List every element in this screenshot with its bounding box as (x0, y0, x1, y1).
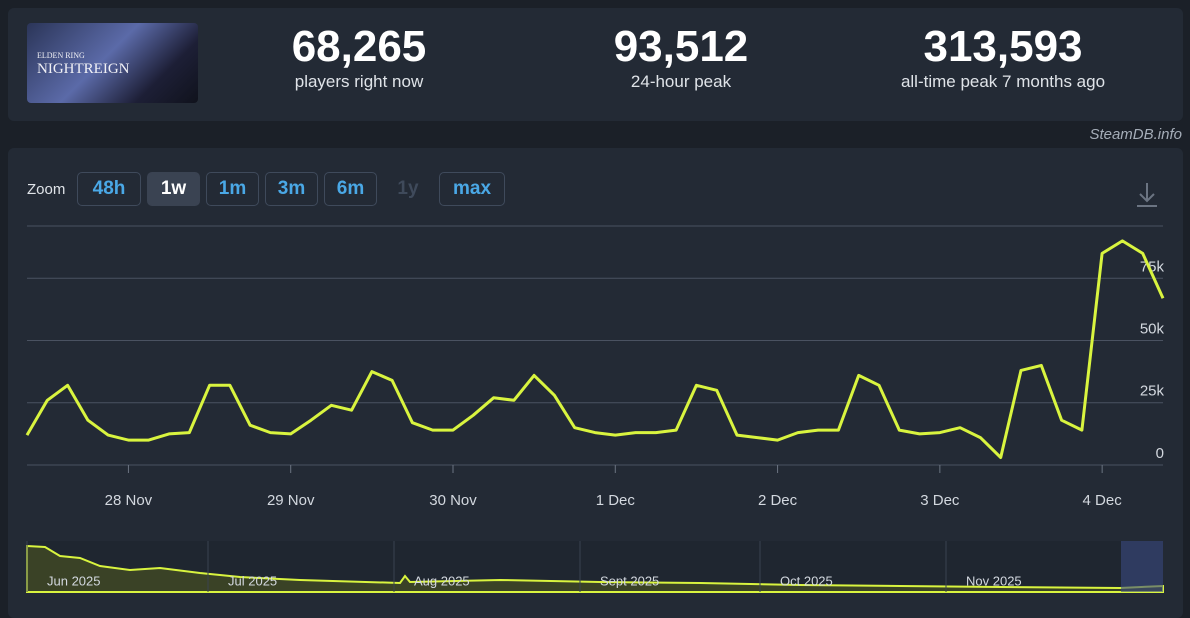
x-tick-label: 1 Dec (596, 492, 636, 509)
x-tick-label: 3 Dec (920, 492, 960, 509)
art-text: ELDEN RING (37, 51, 85, 60)
zoom-label: Zoom (27, 181, 66, 198)
art-text: NIGHTREIGN (37, 61, 130, 77)
stat-label: 24-hour peak (630, 72, 732, 91)
zoom-button[interactable]: 6m (324, 172, 377, 206)
download-icon[interactable] (1137, 183, 1157, 207)
stat-label: players right now (294, 72, 424, 91)
series-line (25, 239, 1165, 459)
zoom-button[interactable]: 48h (77, 172, 141, 206)
y-tick-label: 0 (1156, 445, 1164, 462)
zoom-button: 1y (397, 178, 419, 199)
game-art[interactable]: ELDEN RING NIGHTREIGN (27, 23, 198, 103)
watermark[interactable]: SteamDB.info (1089, 126, 1182, 143)
stat-value: 93,512 (613, 22, 749, 71)
navigator-label: Jun 2025 (47, 573, 101, 588)
x-tick-label: 28 Nov (105, 492, 153, 509)
zoom-button[interactable]: 1m (206, 172, 259, 206)
y-tick-label: 50k (1140, 320, 1165, 337)
navigator-label: Jul 2025 (228, 573, 277, 588)
navigator-label: Nov 2025 (966, 573, 1022, 588)
stats-panel (8, 8, 1183, 121)
y-tick-label: 25k (1140, 383, 1165, 400)
stat-value: 313,593 (923, 22, 1083, 71)
stat-value: 68,265 (291, 22, 427, 71)
stat: 68,265 players right now (209, 22, 509, 92)
x-tick-label: 30 Nov (429, 492, 477, 509)
zoom-button[interactable]: max (439, 172, 505, 206)
zoom-button[interactable]: 1w (147, 172, 200, 206)
zoom-button[interactable]: 3m (265, 172, 318, 206)
navigator-label: Oct 2025 (780, 573, 833, 588)
x-tick-label: 4 Dec (1083, 492, 1123, 509)
stat-label: all-time peak 7 months ago (900, 72, 1106, 91)
stat: 313,593 all-time peak 7 months ago (853, 22, 1153, 92)
stat: 93,512 24-hour peak (531, 22, 831, 92)
navigator-label: Aug 2025 (414, 573, 470, 588)
x-tick-label: 29 Nov (267, 492, 315, 509)
navigator-label: Sept 2025 (600, 573, 659, 588)
navigator-selection[interactable] (1121, 541, 1163, 592)
x-tick-label: 2 Dec (758, 492, 798, 509)
